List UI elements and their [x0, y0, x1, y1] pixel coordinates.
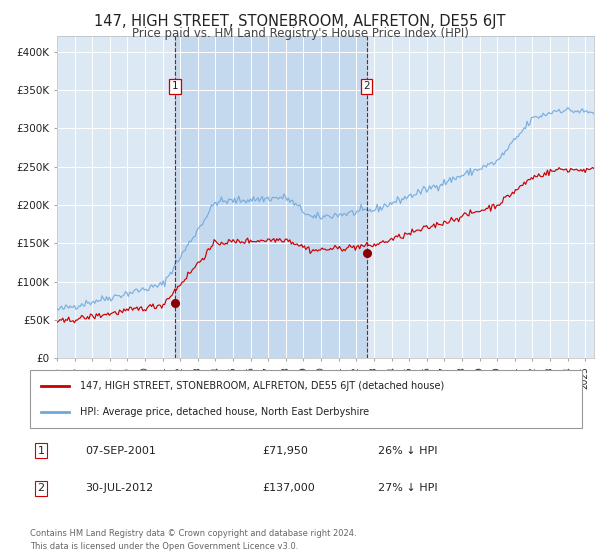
Text: 26% ↓ HPI: 26% ↓ HPI [378, 446, 437, 456]
Text: 147, HIGH STREET, STONEBROOM, ALFRETON, DE55 6JT (detached house): 147, HIGH STREET, STONEBROOM, ALFRETON, … [80, 381, 444, 391]
Text: Contains HM Land Registry data © Crown copyright and database right 2024.: Contains HM Land Registry data © Crown c… [30, 529, 356, 538]
Bar [175, 36, 367, 358]
Text: 27% ↓ HPI: 27% ↓ HPI [378, 483, 437, 493]
FancyBboxPatch shape [30, 370, 582, 428]
Text: 07-SEP-2001: 07-SEP-2001 [85, 446, 156, 456]
Text: £71,950: £71,950 [262, 446, 308, 456]
Text: 1: 1 [38, 446, 44, 456]
Text: Price paid vs. HM Land Registry's House Price Index (HPI): Price paid vs. HM Land Registry's House … [131, 27, 469, 40]
Text: 2: 2 [363, 81, 370, 91]
Text: 147, HIGH STREET, STONEBROOM, ALFRETON, DE55 6JT: 147, HIGH STREET, STONEBROOM, ALFRETON, … [94, 14, 506, 29]
Text: £137,000: £137,000 [262, 483, 314, 493]
Text: This data is licensed under the Open Government Licence v3.0.: This data is licensed under the Open Gov… [30, 542, 298, 550]
Text: HPI: Average price, detached house, North East Derbyshire: HPI: Average price, detached house, Nort… [80, 407, 369, 417]
Text: 1: 1 [172, 81, 178, 91]
Text: 30-JUL-2012: 30-JUL-2012 [85, 483, 154, 493]
Text: 2: 2 [37, 483, 44, 493]
